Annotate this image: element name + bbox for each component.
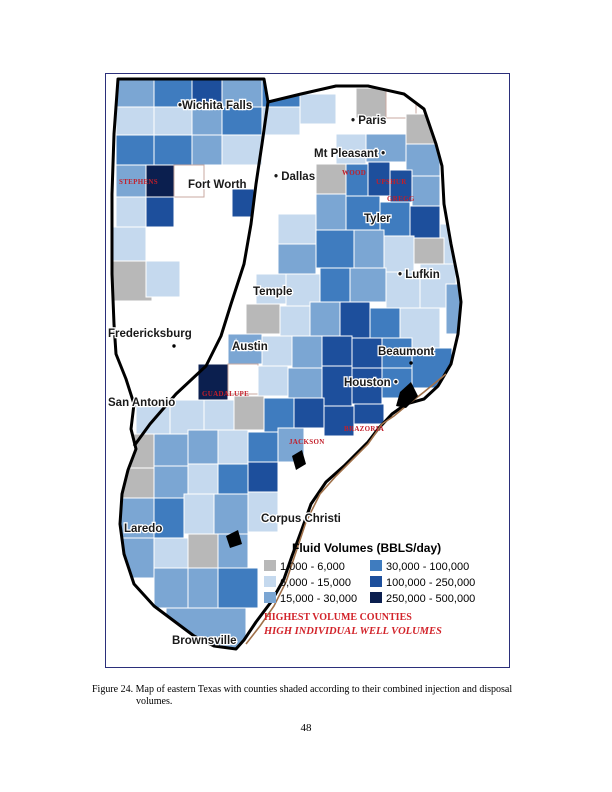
county-label: WOOD bbox=[342, 169, 366, 177]
legend-swatch bbox=[264, 560, 276, 571]
page-number: 48 bbox=[300, 722, 312, 734]
city-label: Brownsville bbox=[172, 635, 237, 647]
legend-swatch bbox=[264, 576, 276, 587]
city-label: Austin bbox=[232, 341, 268, 353]
figure-frame: •Wichita Falls • Paris Mt Pleasant • • D… bbox=[105, 73, 510, 668]
city-markers bbox=[172, 344, 413, 365]
coastline bbox=[245, 373, 447, 645]
caption-line-1: Figure 24. Map of eastern Texas with cou… bbox=[92, 684, 513, 695]
matagorda-bay bbox=[292, 450, 306, 470]
county-label: BRAZORIA bbox=[344, 425, 384, 433]
city-label: • Paris bbox=[351, 115, 386, 127]
city-label: Fort Worth bbox=[188, 179, 247, 191]
caption-line-2: volumes. bbox=[136, 696, 173, 707]
county-label: GREGG bbox=[387, 195, 415, 203]
city-labels: •Wichita Falls • Paris Mt Pleasant • • D… bbox=[107, 99, 441, 649]
legend-swatch bbox=[264, 592, 276, 603]
city-label: • Dallas bbox=[274, 171, 315, 183]
city-label: • Lufkin bbox=[398, 269, 440, 281]
city-label: Tyler bbox=[364, 213, 391, 225]
county-labels: STEPHENS WOOD UPSHUR GREGG GUADALUPE JAC… bbox=[119, 169, 415, 446]
city-label: •Wichita Falls bbox=[178, 100, 252, 112]
legend-title: Fluid Volumes (BBLS/day) bbox=[292, 541, 441, 555]
legend-note-highest: HIGHEST VOLUME COUNTIES bbox=[264, 612, 412, 623]
legend-swatch bbox=[370, 592, 382, 603]
figure-caption: Figure 24. Map of eastern Texas with cou… bbox=[92, 684, 532, 708]
county-label: STEPHENS bbox=[119, 178, 158, 186]
city-label: Beaumont bbox=[378, 346, 434, 358]
city-label: Fredericksburg bbox=[108, 328, 192, 340]
texas-fluid-volume-map: •Wichita Falls • Paris Mt Pleasant • • D… bbox=[107, 77, 475, 651]
city-label: San Antonio bbox=[108, 397, 175, 409]
city-label: Mt Pleasant • bbox=[314, 148, 385, 160]
legend-swatch bbox=[370, 576, 382, 587]
legend-swatch bbox=[370, 560, 382, 571]
county-label: JACKSON bbox=[289, 438, 325, 446]
legend-label: 100,000 - 250,000 bbox=[386, 577, 475, 589]
city-label: Houston • bbox=[344, 377, 398, 389]
city-label: Corpus Christi bbox=[261, 513, 341, 525]
city-label: Temple bbox=[253, 286, 292, 298]
county-label: GUADALUPE bbox=[202, 390, 249, 398]
city-label: Laredo bbox=[124, 523, 162, 535]
county-fills bbox=[112, 79, 461, 649]
region-outline bbox=[110, 77, 463, 651]
legend-note-high-well: HIGH INDIVIDUAL WELL VOLUMES bbox=[263, 626, 442, 637]
galveston-bay bbox=[396, 382, 418, 408]
legend-label: 15,000 - 30,000 bbox=[280, 593, 357, 605]
county-label: UPSHUR bbox=[376, 178, 407, 186]
fault-line bbox=[132, 101, 270, 447]
legend-label: 1,000 - 6,000 bbox=[280, 561, 345, 573]
legend-label: 30,000 - 100,000 bbox=[386, 561, 469, 573]
corpus-bay bbox=[226, 530, 242, 548]
legend-label: 6,000 - 15,000 bbox=[280, 577, 351, 589]
map-legend: Fluid Volumes (BBLS/day) 1,000 - 6,000 6… bbox=[263, 541, 475, 637]
legend-label: 250,000 - 500,000 bbox=[386, 593, 475, 605]
